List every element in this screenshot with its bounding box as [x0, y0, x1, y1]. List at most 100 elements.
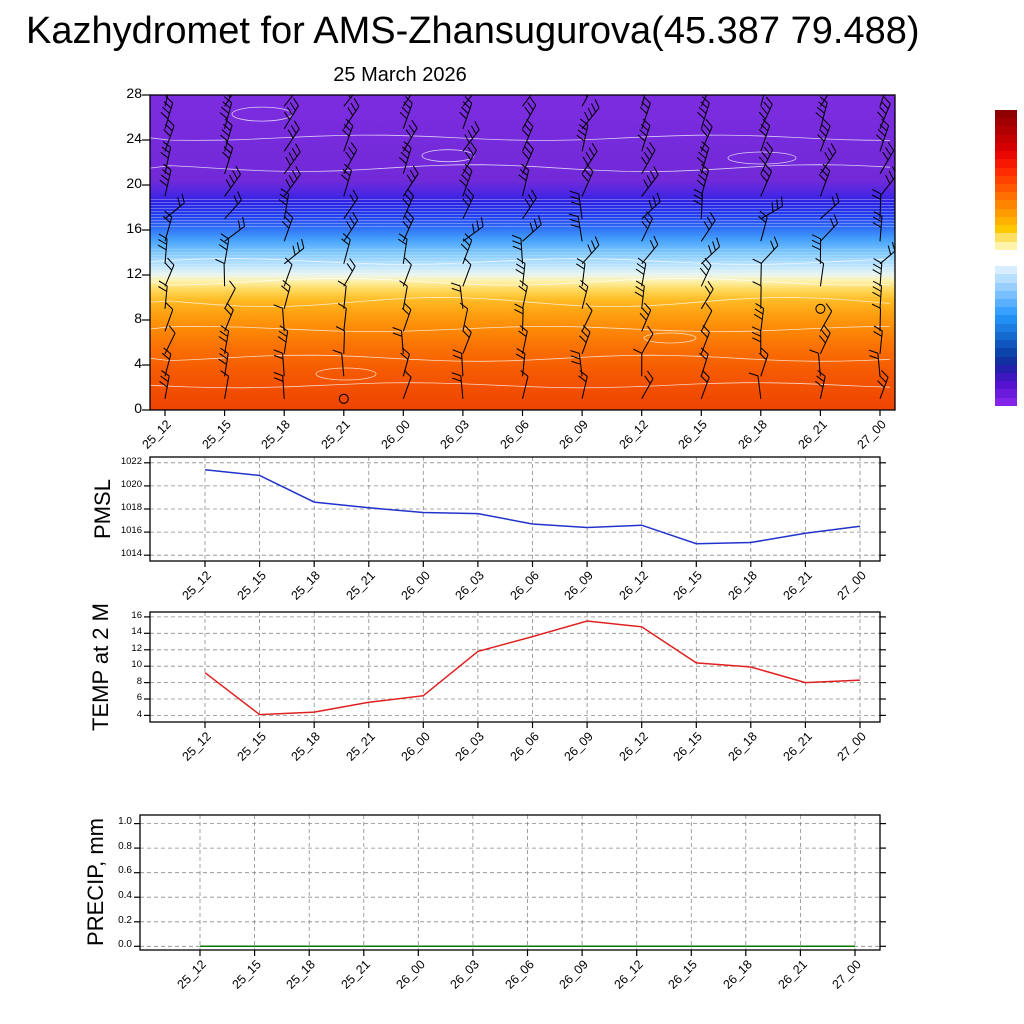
colorbar-band — [995, 323, 1017, 332]
panel-frame — [149, 611, 881, 723]
x-tick-label: 26_15 — [670, 729, 706, 764]
y-tick-label: 0 — [134, 400, 142, 417]
x-tick-label: 25_12 — [179, 568, 215, 603]
colorbar-band — [995, 290, 1017, 300]
x-tick-label: 26_21 — [795, 417, 830, 452]
colorbar-band — [995, 151, 1017, 160]
colorbar-band — [995, 257, 1017, 267]
x-tick-label: 26_00 — [398, 568, 433, 603]
colorbar-band — [995, 299, 1017, 308]
x-tick-label: 25_12 — [174, 957, 210, 992]
x-tick-label: 27_00 — [834, 568, 870, 603]
colorbar-band — [995, 266, 1017, 275]
temp_2m-line — [204, 620, 861, 716]
y-tick-label: 4 — [134, 355, 142, 372]
precip-panel — [134, 814, 886, 956]
colorbar-band — [995, 274, 1017, 283]
axis-ticks — [144, 616, 886, 728]
colorbar-band — [995, 315, 1017, 324]
colorbar-band — [995, 225, 1017, 234]
x-tick-label: 26_03 — [452, 729, 488, 764]
colorbar-band — [995, 200, 1017, 209]
x-tick-label: 26_18 — [735, 417, 771, 452]
pmsl-line — [204, 468, 861, 545]
cross-section-plot — [142, 94, 896, 416]
colorbar-band — [995, 348, 1017, 357]
x-tick-label: 26_21 — [780, 568, 815, 603]
x-tick-label: 26_12 — [616, 417, 651, 452]
gridlines — [150, 612, 880, 722]
x-tick-label: 25_18 — [283, 957, 319, 992]
x-tick-label: 26_03 — [452, 568, 488, 603]
colorbar-band — [995, 373, 1017, 382]
colorbar-band — [995, 307, 1017, 316]
colorbar-band — [995, 340, 1017, 349]
gridlines — [140, 815, 880, 950]
x-tick-label: 26_09 — [561, 568, 597, 603]
y-tick-label: 12 — [126, 265, 142, 282]
x-tick-label: 26_00 — [393, 957, 428, 992]
colorbar-band — [995, 282, 1017, 291]
x-tick-label: 26_09 — [556, 417, 592, 452]
x-tick-label: 25_15 — [234, 568, 269, 603]
x-tick-label: 26_12 — [616, 729, 651, 764]
axis-ticks — [144, 462, 886, 567]
x-tick-label: 26_06 — [497, 417, 532, 452]
colorbar-band — [995, 110, 1017, 119]
pmsl-axis-label: PMSL — [90, 479, 115, 539]
x-tick-label: 26_06 — [507, 729, 542, 764]
colorbar-band — [995, 249, 1017, 258]
colorbar-band — [995, 381, 1017, 390]
x-tick-label: 25_21 — [338, 957, 373, 992]
x-tick-label: 25_15 — [199, 417, 234, 452]
y-tick-label: 24 — [126, 130, 142, 147]
precip-axis-label: PRECIP, mm — [83, 818, 108, 946]
colorbar-band — [995, 364, 1017, 373]
panel-frame — [149, 94, 896, 411]
colorbar-band — [995, 397, 1017, 406]
pmsl-chart — [144, 456, 886, 567]
calm-wind-marker — [338, 393, 349, 404]
x-tick-label: 26_06 — [507, 568, 542, 603]
x-tick-label: 25_12 — [139, 417, 175, 452]
x-tick-label: 25_21 — [343, 729, 378, 764]
colorbar-band — [995, 183, 1017, 193]
colorbar-band — [995, 175, 1017, 184]
gridlines — [150, 457, 880, 561]
x-tick-label: 26_15 — [665, 957, 701, 992]
colorbar-band — [995, 241, 1017, 250]
contour-lines — [150, 106, 891, 389]
y-tick-label: 8 — [134, 310, 142, 327]
calm-wind-marker — [815, 303, 826, 314]
axis-ticks — [142, 94, 881, 416]
colorbar-band — [995, 167, 1017, 176]
date-label: 25 March 2026 — [333, 64, 467, 86]
colorbar-band — [995, 233, 1017, 242]
x-tick-label: 25_15 — [229, 957, 264, 992]
axis-ticks — [134, 823, 886, 956]
x-tick-label: 27_00 — [829, 957, 865, 992]
x-tick-label: 25_12 — [179, 729, 215, 764]
colorbar-band — [995, 118, 1017, 127]
y-tick-label: 16 — [126, 220, 142, 237]
y-tick-label: 1022 — [120, 455, 142, 467]
x-tick-label: 26_09 — [561, 729, 597, 764]
colorbar-band — [995, 208, 1017, 217]
colorbar-band — [995, 216, 1017, 226]
x-tick-label: 25_18 — [258, 417, 294, 452]
x-tick-label: 27_00 — [834, 729, 870, 764]
x-tick-label: 26_18 — [720, 957, 756, 992]
x-tick-label: 25_15 — [234, 729, 269, 764]
x-tick-label: 26_18 — [725, 568, 761, 603]
y-tick-label: 1014 — [120, 548, 142, 560]
colorbar-band — [995, 192, 1017, 201]
x-tick-label: 26_06 — [502, 957, 537, 992]
x-tick-label: 26_00 — [378, 417, 413, 452]
x-tick-label: 26_15 — [675, 417, 711, 452]
x-tick-label: 25_21 — [343, 568, 378, 603]
colorbar-band — [995, 142, 1017, 152]
panel-frame — [149, 456, 881, 562]
x-tick-label: 26_15 — [670, 568, 706, 603]
x-tick-label: 27_00 — [854, 417, 890, 452]
